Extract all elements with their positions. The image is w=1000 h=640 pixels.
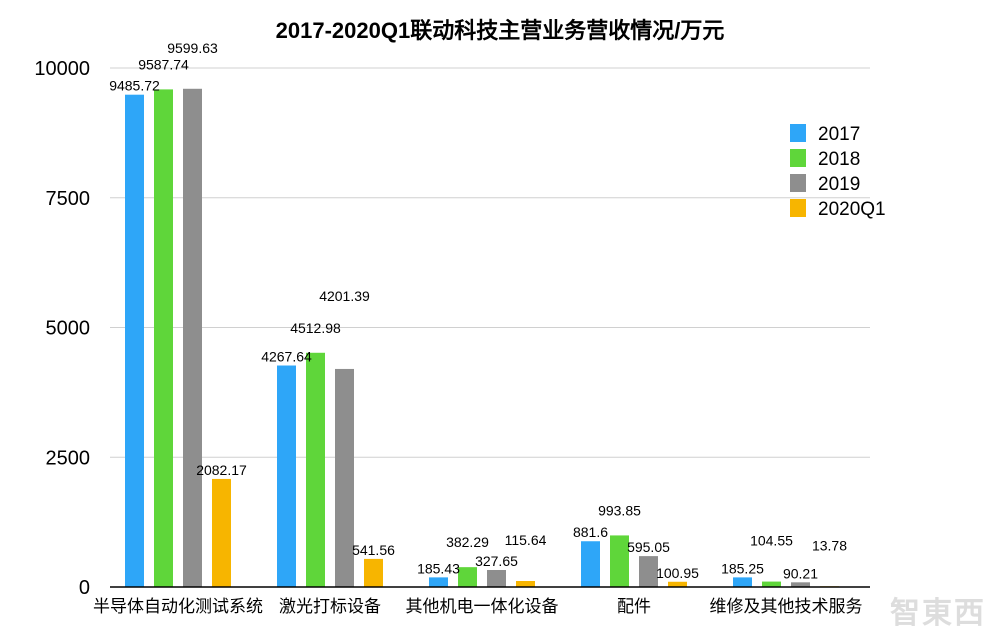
x-tick-label: 维修及其他技术服务 [710,597,863,616]
data-label: 4201.39 [319,288,370,304]
data-label: 327.65 [475,553,518,569]
watermark: 智東西 [890,597,986,630]
bar-2018 [458,567,477,587]
data-label: 382.29 [446,534,489,550]
legend-label: 2018 [818,149,860,170]
bar-2018 [306,352,325,587]
bar-2020Q1 [364,558,383,587]
bar-2019 [335,368,354,587]
bar-2018 [154,89,173,587]
data-label: 185.43 [417,560,460,576]
chart-title: 2017-2020Q1联动科技主营业务营收情况/万元 [276,18,725,43]
data-label: 541.56 [352,542,395,558]
bar-2019 [639,556,658,587]
y-tick-label: 0 [79,577,90,599]
data-label: 9599.63 [167,40,218,56]
data-label: 115.64 [505,532,547,548]
bar-2019 [183,88,202,587]
y-tick-label: 5000 [46,318,91,340]
data-label: 185.25 [721,560,764,576]
data-label: 4512.98 [290,320,341,336]
x-tick-label: 配件 [617,597,651,616]
bar-2018 [610,535,629,587]
bar-2017 [733,577,752,587]
bar-2018 [762,581,781,587]
legend-label: 2020Q1 [818,199,886,220]
data-label: 13.78 [812,537,847,553]
bar-2017 [429,577,448,587]
data-label: 595.05 [627,539,670,555]
x-tick-label: 激光打标设备 [279,597,381,616]
x-tick-label: 其他机电一体化设备 [406,597,559,616]
data-label: 104.55 [750,533,793,549]
legend-swatch-2018 [790,149,806,167]
data-label: 90.21 [783,565,818,581]
bar-2019 [791,582,810,587]
data-label: 2082.17 [196,462,247,478]
bar-2017 [277,365,296,587]
bar-2020Q1 [516,580,535,587]
data-label: 9485.72 [109,78,160,94]
legend-label: 2017 [818,124,860,145]
data-label: 881.6 [573,524,608,540]
y-tick-label: 7500 [46,188,91,210]
legend-swatch-2019 [790,174,806,192]
bar-2017 [581,541,600,587]
data-label: 993.85 [598,502,641,518]
y-tick-label: 2500 [46,447,91,469]
bar-2020Q1 [212,478,231,587]
data-label: 100.95 [656,565,699,581]
legend-swatch-2020Q1 [790,199,806,217]
legend-swatch-2017 [790,124,806,142]
data-label: 4267.64 [261,349,312,365]
x-tick-label: 半导体自动化测试系统 [93,597,263,616]
legend-label: 2019 [818,174,860,195]
y-tick-label: 10000 [34,58,90,80]
bar-2019 [487,569,506,587]
bar-2020Q1 [668,581,687,587]
bar-2017 [125,94,144,587]
data-label: 9587.74 [138,56,189,72]
